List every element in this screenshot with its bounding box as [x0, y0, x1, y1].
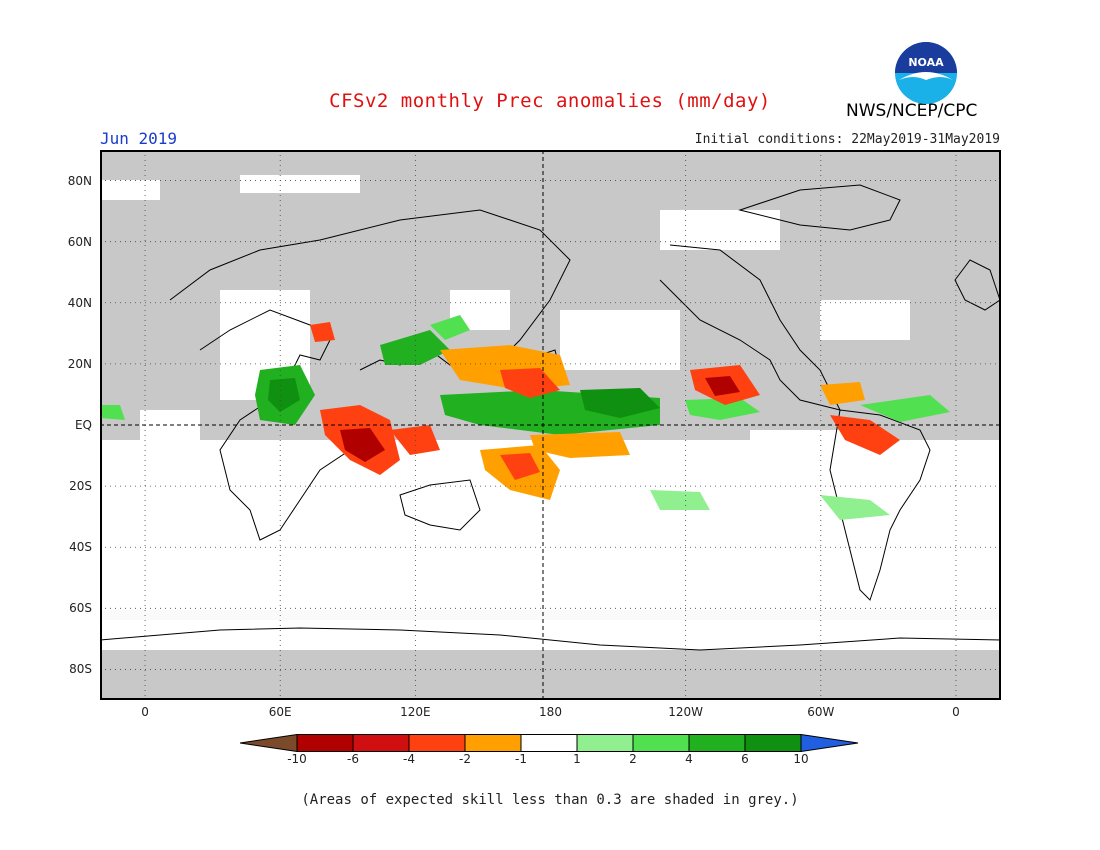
lon-tick-label: 0	[141, 705, 149, 719]
colorbar-tick-label: 6	[741, 752, 749, 766]
colorbar-bin	[464, 734, 522, 752]
forecast-month: Jun 2019	[100, 129, 178, 148]
agency-label: NWS/NCEP/CPC	[846, 101, 978, 121]
logo-text: NOAA	[908, 56, 944, 69]
colorbar-tick-label: 2	[629, 752, 637, 766]
lon-tick-label: 60E	[268, 705, 292, 719]
lon-tick-label: 180	[539, 705, 562, 719]
colorbar-tick-label: -4	[403, 752, 415, 766]
lat-tick-label: EQ	[74, 418, 92, 432]
skill-note: (Areas of expected skill less than 0.3 a…	[301, 792, 799, 808]
colorbar-bin	[632, 734, 690, 752]
colorbar-bin	[296, 734, 354, 752]
colorbar	[240, 734, 859, 752]
colorbar-tick-label: -10	[287, 752, 307, 766]
lat-tick-label: 80S	[69, 662, 92, 677]
colorbar-tick-label: -6	[347, 752, 359, 766]
colorbar-bin	[576, 734, 634, 752]
lat-tick-label: 20N	[67, 356, 92, 371]
noaa-logo-icon: NOAA	[895, 42, 957, 104]
colorbar-bin	[688, 734, 746, 752]
colorbar-tick-label: 1	[573, 752, 581, 766]
colorbar-high-extend	[800, 734, 859, 752]
lat-tick-label: 60S	[69, 601, 92, 616]
anomaly-map	[100, 150, 1001, 700]
lat-tick-label: 60N	[67, 234, 92, 249]
colorbar-bin	[744, 734, 802, 752]
colorbar-bin	[352, 734, 410, 752]
colorbar-bin	[408, 734, 466, 752]
lat-tick-label: 40S	[69, 540, 92, 555]
colorbar-bin	[520, 734, 578, 752]
colorbar-tick-label: 4	[685, 752, 693, 766]
chart-title: CFSv2 monthly Prec anomalies (mm/day)	[329, 90, 771, 112]
lon-tick-label: 120W	[668, 705, 704, 719]
lat-tick-label: 20S	[69, 479, 92, 494]
colorbar-tick-label: -1	[515, 752, 527, 766]
colorbar-tick-label: -2	[459, 752, 471, 766]
lat-tick-label: 40N	[67, 295, 92, 310]
lon-tick-label: 120E	[400, 705, 431, 719]
lon-tick-label: 60W	[807, 705, 835, 719]
colorbar-tick-label: 10	[793, 752, 809, 766]
lat-tick-label: 80N	[67, 173, 92, 188]
initial-conditions: Initial conditions: 22May2019-31May2019	[694, 132, 1000, 147]
lon-tick-label: 0	[952, 705, 960, 719]
colorbar-low-extend	[240, 734, 298, 752]
